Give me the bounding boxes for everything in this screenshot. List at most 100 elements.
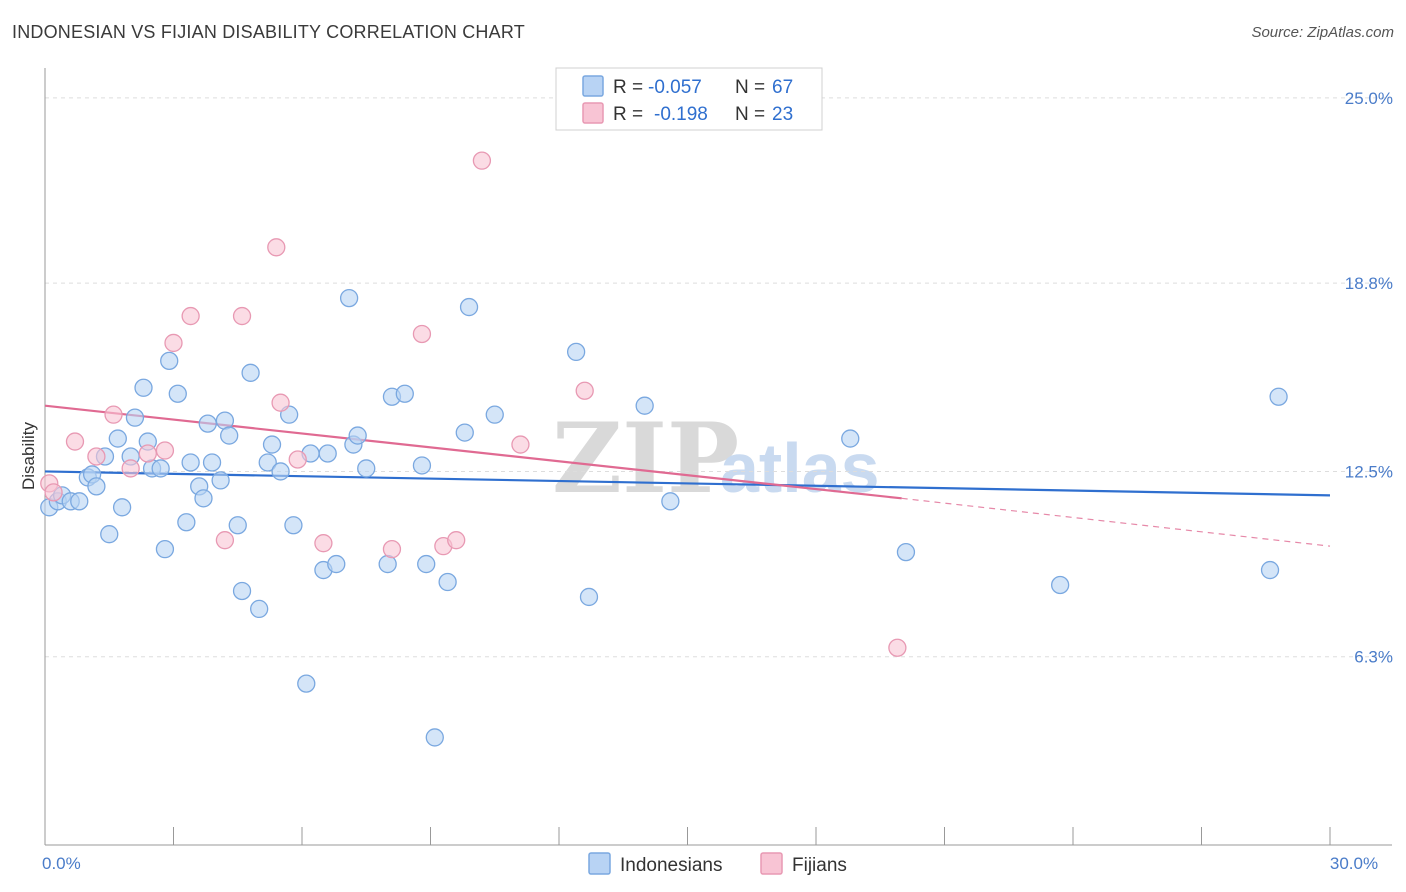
legend-swatch-indonesians bbox=[582, 75, 604, 97]
point-indonesians bbox=[1051, 575, 1070, 595]
point-fijians bbox=[87, 447, 106, 466]
point-fijians bbox=[65, 432, 85, 451]
bottom-legend-label-fijians: Fijians bbox=[792, 855, 847, 876]
point-indonesians bbox=[896, 542, 916, 562]
point-fijians bbox=[511, 435, 530, 454]
y-tick-label: 6.3% bbox=[1354, 648, 1393, 667]
legend-n-value: 67 bbox=[772, 77, 793, 98]
point-indonesians bbox=[177, 513, 196, 532]
point-indonesians bbox=[579, 587, 599, 607]
trend-line-fijians-extension bbox=[901, 497, 1331, 547]
point-indonesians bbox=[160, 351, 179, 371]
point-fijians bbox=[155, 441, 175, 460]
x-ticks bbox=[173, 827, 1331, 845]
point-indonesians bbox=[134, 378, 153, 397]
point-indonesians bbox=[1269, 387, 1288, 406]
points bbox=[40, 151, 1288, 747]
point-fijians bbox=[104, 405, 123, 424]
point-indonesians bbox=[181, 453, 200, 472]
point-indonesians bbox=[566, 342, 586, 362]
point-indonesians bbox=[271, 462, 290, 481]
point-fijians bbox=[232, 306, 252, 326]
x-tick-label: 30.0% bbox=[1330, 854, 1378, 873]
point-indonesians bbox=[100, 525, 119, 544]
point-fijians bbox=[271, 393, 290, 412]
point-indonesians bbox=[211, 471, 230, 490]
point-indonesians bbox=[412, 456, 432, 475]
legend-r-value: -0.057 bbox=[648, 77, 702, 98]
point-indonesians bbox=[327, 554, 346, 574]
legend-r-value: -0.198 bbox=[654, 104, 708, 125]
point-indonesians bbox=[284, 516, 303, 535]
point-indonesians bbox=[194, 489, 213, 508]
point-fijians bbox=[575, 381, 594, 400]
point-indonesians bbox=[635, 396, 654, 415]
trend-line-fijians bbox=[44, 404, 902, 500]
point-indonesians bbox=[318, 444, 337, 463]
watermark-zip: ZIP bbox=[552, 402, 739, 515]
point-indonesians bbox=[262, 435, 282, 454]
point-indonesians bbox=[125, 408, 145, 427]
point-indonesians bbox=[228, 516, 247, 535]
point-fijians bbox=[888, 638, 907, 657]
x-tick-label: 0.0% bbox=[42, 854, 81, 873]
point-indonesians bbox=[459, 297, 479, 317]
point-indonesians bbox=[220, 426, 239, 445]
point-indonesians bbox=[297, 674, 316, 693]
point-indonesians bbox=[661, 492, 680, 511]
point-indonesians bbox=[112, 498, 132, 517]
point-indonesians bbox=[1260, 560, 1280, 580]
point-fijians bbox=[121, 459, 140, 478]
point-indonesians bbox=[455, 423, 474, 442]
legend-n-label: N = bbox=[735, 77, 765, 98]
point-indonesians bbox=[241, 363, 260, 382]
legend-n-value: 23 bbox=[772, 104, 793, 125]
point-indonesians bbox=[250, 599, 269, 619]
legend-swatch-fijians bbox=[582, 102, 604, 124]
point-fijians bbox=[138, 444, 157, 463]
point-indonesians bbox=[841, 429, 860, 448]
y-axis-title: Disability bbox=[19, 421, 38, 490]
legend-r-label: R = bbox=[613, 104, 643, 125]
point-fijians bbox=[164, 333, 183, 353]
point-fijians bbox=[472, 151, 492, 170]
point-indonesians bbox=[108, 429, 127, 448]
point-fijians bbox=[382, 539, 402, 559]
y-tick-label: 18.8% bbox=[1345, 274, 1393, 293]
chart-title: INDONESIAN VS FIJIAN DISABILITY CORRELAT… bbox=[12, 22, 525, 42]
point-fijians bbox=[447, 531, 466, 550]
point-indonesians bbox=[70, 492, 89, 511]
y-tick-label: 25.0% bbox=[1345, 89, 1393, 108]
point-indonesians bbox=[438, 572, 457, 592]
point-fijians bbox=[288, 450, 307, 469]
point-indonesians bbox=[357, 459, 376, 478]
bottom-legend-swatch-fijians bbox=[760, 852, 783, 875]
point-indonesians bbox=[348, 426, 367, 445]
point-indonesians bbox=[425, 728, 444, 747]
point-indonesians bbox=[417, 554, 436, 574]
bottom-legend: Indonesians Fijians bbox=[588, 852, 847, 876]
watermark: ZIP atlas bbox=[552, 402, 880, 515]
point-fijians bbox=[44, 483, 63, 502]
top-legend: R = -0.057 N = 67 R = -0.198 N = 23 bbox=[555, 67, 823, 131]
y-tick-label: 12.5% bbox=[1345, 462, 1393, 481]
point-indonesians bbox=[151, 459, 170, 478]
point-indonesians bbox=[339, 288, 359, 308]
point-indonesians bbox=[202, 453, 222, 472]
chart-source: Source: ZipAtlas.com bbox=[1251, 24, 1394, 41]
point-indonesians bbox=[168, 384, 187, 403]
point-indonesians bbox=[485, 405, 504, 424]
x-tick-labels: 0.0% 30.0% bbox=[42, 854, 1378, 873]
bottom-legend-swatch-indonesians bbox=[588, 852, 611, 875]
trend-lines bbox=[44, 404, 1331, 547]
point-indonesians bbox=[155, 539, 175, 559]
legend-n-label: N = bbox=[735, 104, 765, 125]
point-fijians bbox=[267, 238, 286, 257]
bottom-legend-label-indonesians: Indonesians bbox=[620, 855, 722, 876]
point-fijians bbox=[412, 324, 432, 344]
point-fijians bbox=[181, 306, 200, 326]
point-indonesians bbox=[395, 384, 414, 403]
y-tick-labels: 6.3% 12.5% 18.8% 25.0% bbox=[1345, 89, 1393, 667]
point-indonesians bbox=[232, 581, 252, 601]
